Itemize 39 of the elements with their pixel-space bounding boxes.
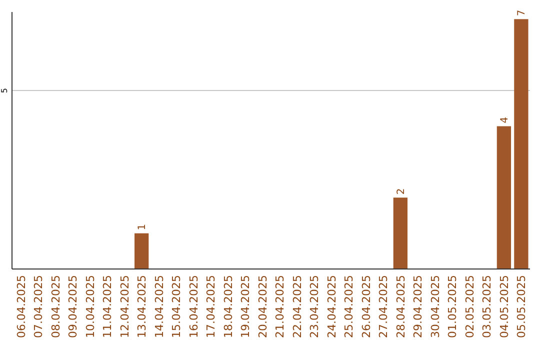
x-tick-label: 09.04.2025 [66, 275, 80, 338]
x-tick-label: 16.04.2025 [187, 275, 200, 338]
x-tick-label: 22.04.2025 [290, 275, 304, 338]
x-tick-label: 11.04.2025 [101, 275, 114, 338]
x-tick-label: 30.04.2025 [428, 275, 442, 338]
x-tick-label: 03.05.2025 [480, 275, 494, 338]
data-label: 2 [396, 188, 407, 195]
bar [134, 233, 149, 269]
y-tick-label: 5 [0, 88, 9, 94]
x-tick-label: 08.04.2025 [49, 275, 62, 338]
x-tick-label: 27.04.2025 [377, 275, 390, 338]
x-tick-label: 20.04.2025 [256, 275, 270, 338]
x-tick-label: 14.04.2025 [152, 275, 166, 338]
x-tick-label: 15.04.2025 [170, 275, 184, 338]
bar [393, 198, 408, 269]
x-tick-label: 24.04.2025 [325, 275, 338, 338]
x-tick-label: 19.04.2025 [239, 275, 252, 338]
x-tick-label: 21.04.2025 [274, 275, 287, 338]
x-tick-label: 13.04.2025 [136, 275, 149, 338]
bar [496, 126, 512, 269]
x-tick-label: 01.05.2025 [446, 275, 460, 338]
x-tick-label: 26.04.2025 [360, 275, 373, 338]
x-tick-label: 25.04.2025 [342, 275, 356, 338]
data-label: 1 [137, 224, 148, 230]
data-label: 7 [516, 10, 528, 16]
data-label: 4 [499, 116, 510, 124]
x-tick-label: 06.04.2025 [14, 275, 28, 338]
x-tick-label: 07.04.2025 [32, 275, 46, 338]
x-tick-label: 10.04.2025 [84, 275, 97, 338]
bar [514, 19, 528, 269]
x-tick-label: 28.04.2025 [394, 275, 408, 338]
x-tick-label: 17.04.2025 [204, 275, 218, 338]
x-tick-label: 29.04.2025 [412, 275, 425, 338]
x-tick-label: 23.04.2025 [308, 275, 322, 338]
x-tick-label: 02.05.2025 [463, 275, 476, 338]
x-tick-label: 04.05.2025 [498, 275, 511, 338]
x-tick-label: 18.04.2025 [222, 275, 235, 338]
x-tick-label: 05.05.2025 [515, 275, 528, 338]
x-tick-label: 12.04.2025 [118, 275, 132, 338]
